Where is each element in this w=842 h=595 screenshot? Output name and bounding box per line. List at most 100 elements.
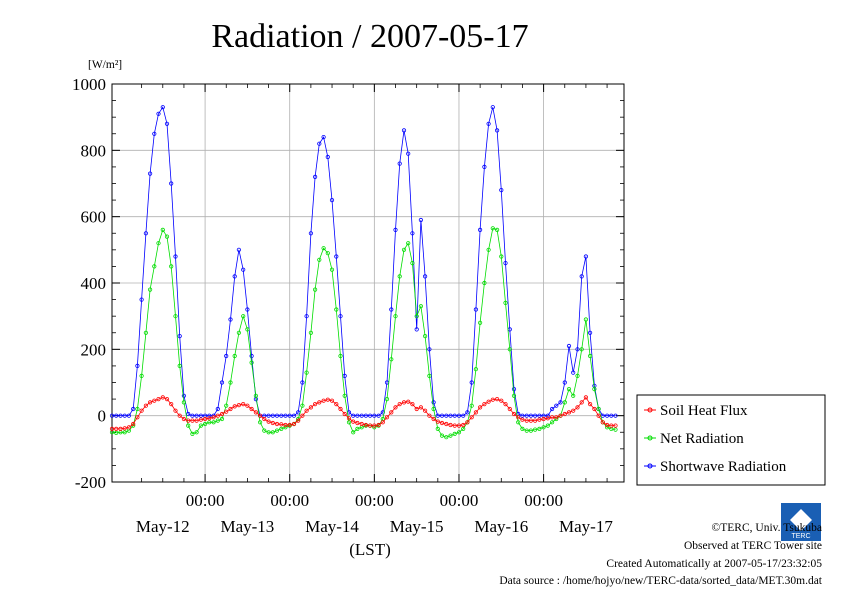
data-point bbox=[384, 415, 390, 420]
data-point bbox=[414, 406, 419, 412]
data-point bbox=[211, 415, 216, 420]
data-point bbox=[228, 380, 233, 385]
data-point bbox=[304, 314, 309, 319]
data-point bbox=[477, 227, 483, 232]
data-point bbox=[587, 401, 593, 407]
data-point bbox=[181, 393, 186, 398]
data-point bbox=[186, 423, 191, 428]
data-point bbox=[143, 231, 148, 236]
data-point bbox=[317, 141, 322, 146]
data-point bbox=[452, 423, 457, 428]
data-point bbox=[351, 430, 356, 435]
data-point bbox=[266, 430, 271, 435]
data-point bbox=[122, 426, 127, 431]
data-point bbox=[143, 330, 148, 335]
data-point bbox=[600, 420, 605, 425]
y-tick-label: 1000 bbox=[72, 75, 106, 94]
data-point bbox=[372, 413, 377, 418]
data-point bbox=[604, 413, 610, 418]
data-point bbox=[190, 431, 195, 436]
data-point bbox=[537, 426, 542, 431]
data-point bbox=[160, 395, 165, 400]
series-line bbox=[112, 396, 616, 430]
data-point bbox=[257, 413, 263, 418]
data-point bbox=[232, 353, 237, 359]
data-point bbox=[397, 401, 402, 407]
data-point bbox=[169, 181, 174, 186]
data-point bbox=[329, 267, 335, 272]
logo-diamond-icon bbox=[790, 509, 812, 531]
data-point bbox=[613, 427, 618, 432]
data-point bbox=[444, 413, 449, 418]
data-point bbox=[363, 413, 368, 418]
y-tick-label: 800 bbox=[81, 141, 107, 160]
data-point bbox=[207, 420, 212, 425]
data-point bbox=[469, 380, 474, 385]
data-point bbox=[562, 380, 567, 385]
footer-observed: Observed at TERC Tower site bbox=[684, 540, 822, 552]
data-point bbox=[477, 405, 483, 410]
data-point bbox=[596, 413, 601, 418]
data-point bbox=[338, 314, 343, 319]
data-point bbox=[465, 420, 470, 425]
data-point bbox=[465, 410, 470, 415]
data-point bbox=[545, 423, 550, 428]
data-point bbox=[359, 413, 364, 418]
x-axis-label: (LST) bbox=[349, 540, 391, 559]
data-point bbox=[435, 419, 440, 424]
data-point bbox=[406, 241, 411, 246]
data-point bbox=[571, 370, 576, 375]
data-point bbox=[579, 274, 584, 279]
data-point bbox=[131, 421, 136, 427]
data-point bbox=[410, 260, 415, 266]
data-point bbox=[156, 241, 161, 246]
x-time-label: 00:00 bbox=[270, 491, 309, 510]
data-point bbox=[461, 426, 466, 431]
data-point bbox=[215, 418, 220, 423]
data-point bbox=[109, 413, 115, 418]
data-point bbox=[156, 111, 161, 116]
data-point bbox=[461, 413, 466, 418]
logo-text: TERC bbox=[791, 533, 810, 540]
data-point bbox=[203, 421, 208, 427]
data-point bbox=[169, 401, 174, 407]
data-point bbox=[384, 396, 390, 402]
data-point bbox=[575, 405, 580, 410]
data-point bbox=[245, 403, 250, 408]
data-point bbox=[579, 400, 584, 405]
data-point bbox=[164, 396, 170, 402]
data-point bbox=[245, 307, 250, 312]
data-point bbox=[545, 413, 550, 418]
data-point bbox=[609, 423, 614, 428]
data-point bbox=[575, 373, 580, 378]
data-point bbox=[177, 363, 182, 368]
data-point bbox=[219, 416, 225, 422]
data-point bbox=[524, 428, 529, 433]
data-point bbox=[596, 406, 601, 412]
data-point bbox=[562, 411, 567, 417]
data-point bbox=[549, 415, 555, 420]
data-point bbox=[114, 430, 119, 435]
data-point bbox=[431, 406, 436, 412]
data-point bbox=[177, 413, 182, 418]
data-point bbox=[418, 304, 423, 309]
data-point bbox=[291, 413, 297, 418]
data-point bbox=[541, 425, 546, 430]
data-point bbox=[300, 403, 305, 408]
data-point bbox=[427, 347, 432, 352]
data-point bbox=[334, 307, 339, 312]
data-point bbox=[486, 399, 491, 404]
data-point bbox=[592, 386, 597, 392]
data-point bbox=[414, 314, 419, 319]
data-point bbox=[549, 406, 555, 412]
data-point bbox=[363, 422, 368, 428]
legend-label: Soil Heat Flux bbox=[660, 403, 748, 419]
data-point bbox=[511, 411, 517, 417]
chart-title: Radiation / 2007-05-17 bbox=[211, 18, 528, 55]
data-point bbox=[219, 411, 225, 417]
series-net-radiation bbox=[109, 226, 618, 440]
data-point bbox=[566, 386, 572, 392]
series-line bbox=[111, 227, 616, 438]
data-point bbox=[236, 402, 241, 408]
